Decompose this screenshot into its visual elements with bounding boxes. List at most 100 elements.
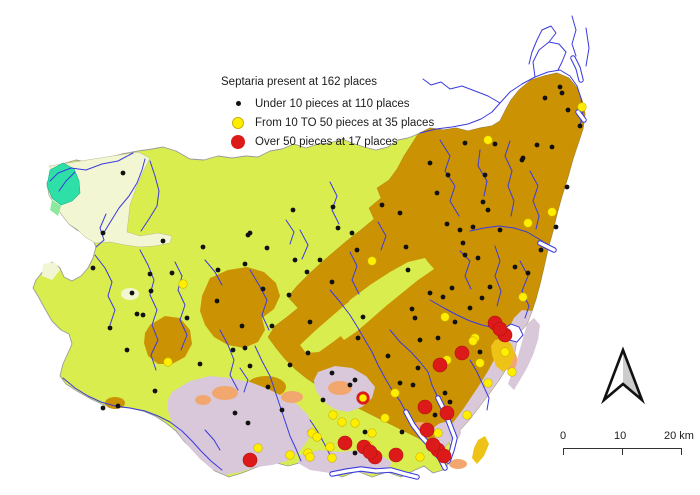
site-dot-ring [356,391,370,405]
site-dot-under-10 [534,142,540,148]
yellow-dot-icon [232,116,244,129]
site-dot-under-10 [90,265,96,271]
site-dot-under-10 [330,204,336,210]
site-dot-10-to-50 [500,347,510,357]
site-dot-10-to-50 [325,442,335,452]
site-dot-under-10 [432,412,438,418]
site-dot-under-10 [492,141,498,147]
legend-item-over-50: Over 50 pieces at 17 places [221,132,434,151]
site-dot-10-to-50 [163,357,173,367]
site-dot-under-10 [435,335,441,341]
site-dot-over-50 [417,399,433,415]
site-dot-under-10 [279,407,285,413]
site-dot-under-10 [427,290,433,296]
site-dot-10-to-50 [367,256,377,266]
site-dot-under-10 [452,319,458,325]
site-dot-under-10 [487,284,493,290]
site-dot-under-10 [100,230,106,236]
site-dot-under-10 [417,337,423,343]
site-dot-10-to-50 [483,135,493,145]
region-salmon [195,395,211,405]
site-dot-under-10 [265,384,271,390]
site-dot-under-10 [305,350,311,356]
site-dot-under-10 [442,390,448,396]
site-dot-over-50 [454,345,470,361]
dots-over-50 [242,315,513,468]
site-dot-over-50 [362,444,378,460]
site-dot-10-to-50 [507,367,517,377]
site-dot-over-50 [388,447,404,463]
site-dot-under-10 [287,362,293,368]
site-dot-under-10 [247,363,253,369]
site-dot-under-10 [412,315,418,321]
site-dot-under-10 [397,210,403,216]
site-dot-under-10 [124,347,130,353]
site-dot-10-to-50 [547,207,557,217]
site-dot-under-10 [565,107,571,113]
site-dot-under-10 [480,199,486,205]
site-dot-under-10 [347,382,353,388]
site-dot-under-10 [427,160,433,166]
site-dot-over-50 [436,448,452,464]
site-dot-under-10 [553,224,559,230]
site-dot-under-10 [269,323,275,329]
site-dot-under-10 [260,286,266,292]
site-dot-under-10 [485,207,491,213]
site-dot-under-10 [129,290,135,296]
site-dot-10-to-50 [328,410,338,420]
red-dot-icon [231,134,245,149]
scale-label-10: 10 [614,430,627,442]
site-dot-10-to-50 [253,443,263,453]
legend-title: Septaria present at 162 places [221,76,377,88]
site-dot-under-10 [292,257,298,263]
site-dot-10-to-50 [433,428,443,438]
legend-item-10-to-50: From 10 TO 50 pieces at 35 places [221,113,434,132]
site-dot-under-10 [230,347,236,353]
site-dot-10-to-50 [327,453,337,463]
site-dot-under-10 [482,172,488,178]
site-dot-under-10 [379,202,385,208]
site-dot-under-10 [335,225,341,231]
site-dot-under-10 [354,247,360,253]
site-dot-under-10 [317,257,323,263]
site-dot-under-10 [462,252,468,258]
site-dot-under-10 [242,261,248,267]
site-dot-under-10 [564,184,570,190]
site-dot-10-to-50 [523,218,533,228]
site-dot-under-10 [479,295,485,301]
site-dot-10-to-50 [483,378,493,388]
region-pale-spur [42,262,60,280]
site-dot-under-10 [184,315,190,321]
site-dot-under-10 [355,335,361,341]
site-dot-10-to-50 [380,413,390,423]
site-dot-under-10 [107,325,113,331]
site-dot-under-10 [232,410,238,416]
region-salmon [212,386,238,400]
site-dot-over-50 [242,452,258,468]
region-salmon [281,391,303,403]
site-dot-under-10 [290,207,296,213]
site-dot-under-10 [215,267,221,273]
site-dot-under-10 [415,365,421,371]
site-dot-10-to-50 [468,336,478,346]
site-dot-under-10 [160,238,166,244]
north-arrow [601,346,645,405]
site-dot-under-10 [577,123,583,129]
site-dot-under-10 [409,306,415,312]
site-dot-over-50 [419,422,435,438]
site-dot-under-10 [410,382,416,388]
site-dot-under-10 [147,271,153,277]
site-dot-under-10 [115,403,121,409]
site-dot-under-10 [475,255,481,261]
region-green-sliver [50,200,61,216]
site-dot-10-to-50 [178,279,188,289]
site-dot-under-10 [140,312,146,318]
site-dot-under-10 [385,353,391,359]
site-dot-under-10 [445,172,451,178]
site-dot-over-50 [337,435,353,451]
site-dot-under-10 [447,399,453,405]
site-dot-10-to-50 [518,292,528,302]
site-dot-under-10 [444,221,450,227]
site-dot-under-10 [120,170,126,176]
site-dot-under-10 [559,90,565,96]
